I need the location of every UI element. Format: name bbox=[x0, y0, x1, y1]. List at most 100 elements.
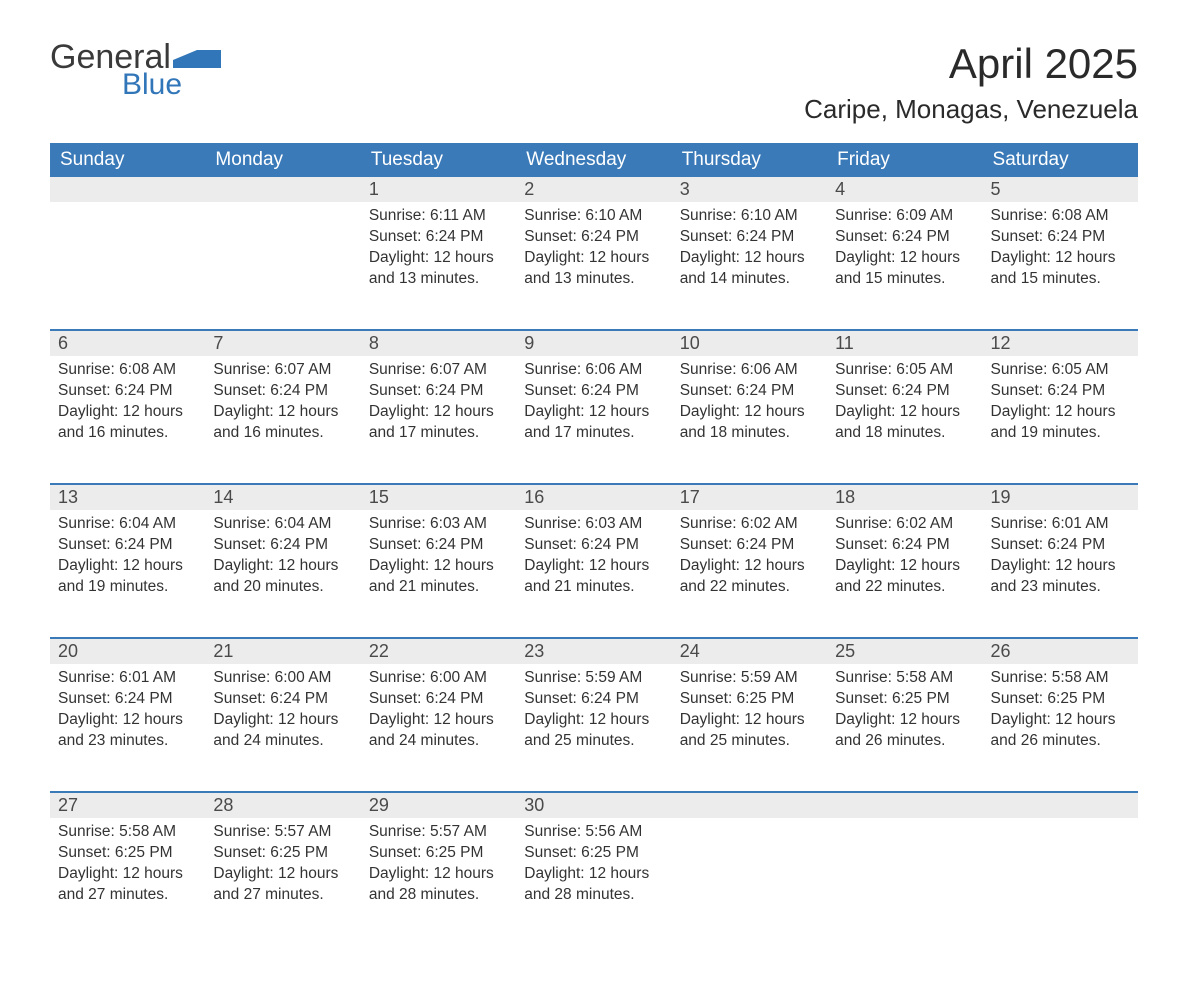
sunset-text: Sunset: 6:24 PM bbox=[58, 689, 197, 710]
sunrise-text: Sunrise: 6:00 AM bbox=[369, 668, 508, 689]
sunrise-text: Sunrise: 6:08 AM bbox=[991, 206, 1130, 227]
sunrise-text: Sunrise: 5:59 AM bbox=[524, 668, 663, 689]
daylight-text: Daylight: 12 hours and 26 minutes. bbox=[991, 710, 1130, 752]
daynum-row: 6789101112 bbox=[50, 330, 1138, 356]
daylight-text: Daylight: 12 hours and 24 minutes. bbox=[213, 710, 352, 752]
day-content-cell: Sunrise: 6:10 AMSunset: 6:24 PMDaylight:… bbox=[672, 202, 827, 330]
day-number-cell: 12 bbox=[983, 330, 1138, 356]
daylight-text: Daylight: 12 hours and 13 minutes. bbox=[524, 248, 663, 290]
day-number-cell bbox=[50, 177, 205, 202]
day-number-cell: 17 bbox=[672, 484, 827, 510]
day-number-cell bbox=[672, 792, 827, 818]
day-number-cell: 25 bbox=[827, 638, 982, 664]
day-content-cell: Sunrise: 6:03 AMSunset: 6:24 PMDaylight:… bbox=[516, 510, 671, 638]
day-number-cell: 8 bbox=[361, 330, 516, 356]
day-number-cell: 15 bbox=[361, 484, 516, 510]
sunrise-text: Sunrise: 6:09 AM bbox=[835, 206, 974, 227]
day-content-cell: Sunrise: 6:04 AMSunset: 6:24 PMDaylight:… bbox=[50, 510, 205, 638]
sunset-text: Sunset: 6:24 PM bbox=[58, 381, 197, 402]
daylight-text: Daylight: 12 hours and 22 minutes. bbox=[835, 556, 974, 598]
content-row: Sunrise: 6:08 AMSunset: 6:24 PMDaylight:… bbox=[50, 356, 1138, 484]
daylight-text: Daylight: 12 hours and 16 minutes. bbox=[213, 402, 352, 444]
sunset-text: Sunset: 6:24 PM bbox=[369, 535, 508, 556]
sunset-text: Sunset: 6:24 PM bbox=[835, 535, 974, 556]
day-number-cell: 23 bbox=[516, 638, 671, 664]
day-content-cell: Sunrise: 6:05 AMSunset: 6:24 PMDaylight:… bbox=[983, 356, 1138, 484]
day-number-cell: 14 bbox=[205, 484, 360, 510]
sunset-text: Sunset: 6:24 PM bbox=[835, 381, 974, 402]
daylight-text: Daylight: 12 hours and 16 minutes. bbox=[58, 402, 197, 444]
day-number-cell: 10 bbox=[672, 330, 827, 356]
weekday-header: Thursday bbox=[672, 143, 827, 177]
daylight-text: Daylight: 12 hours and 15 minutes. bbox=[991, 248, 1130, 290]
sunset-text: Sunset: 6:24 PM bbox=[680, 535, 819, 556]
sunrise-text: Sunrise: 6:03 AM bbox=[369, 514, 508, 535]
day-content-cell: Sunrise: 6:02 AMSunset: 6:24 PMDaylight:… bbox=[672, 510, 827, 638]
calendar-table: Sunday Monday Tuesday Wednesday Thursday… bbox=[50, 143, 1138, 946]
day-number-cell: 4 bbox=[827, 177, 982, 202]
daylight-text: Daylight: 12 hours and 19 minutes. bbox=[58, 556, 197, 598]
daylight-text: Daylight: 12 hours and 28 minutes. bbox=[524, 864, 663, 906]
daylight-text: Daylight: 12 hours and 18 minutes. bbox=[680, 402, 819, 444]
day-content-cell: Sunrise: 6:10 AMSunset: 6:24 PMDaylight:… bbox=[516, 202, 671, 330]
day-content-cell: Sunrise: 5:58 AMSunset: 6:25 PMDaylight:… bbox=[50, 818, 205, 946]
daylight-text: Daylight: 12 hours and 20 minutes. bbox=[213, 556, 352, 598]
sunrise-text: Sunrise: 6:06 AM bbox=[680, 360, 819, 381]
day-number-cell: 2 bbox=[516, 177, 671, 202]
day-number-cell: 1 bbox=[361, 177, 516, 202]
sunrise-text: Sunrise: 5:58 AM bbox=[991, 668, 1130, 689]
day-number-cell: 30 bbox=[516, 792, 671, 818]
day-content-cell: Sunrise: 6:11 AMSunset: 6:24 PMDaylight:… bbox=[361, 202, 516, 330]
weekday-header: Friday bbox=[827, 143, 982, 177]
weekday-header: Monday bbox=[205, 143, 360, 177]
sunset-text: Sunset: 6:25 PM bbox=[213, 843, 352, 864]
sunset-text: Sunset: 6:24 PM bbox=[213, 689, 352, 710]
sunrise-text: Sunrise: 5:57 AM bbox=[213, 822, 352, 843]
day-number-cell: 9 bbox=[516, 330, 671, 356]
day-content-cell: Sunrise: 5:57 AMSunset: 6:25 PMDaylight:… bbox=[205, 818, 360, 946]
sunrise-text: Sunrise: 5:57 AM bbox=[369, 822, 508, 843]
day-number-cell: 3 bbox=[672, 177, 827, 202]
sunrise-text: Sunrise: 6:00 AM bbox=[213, 668, 352, 689]
day-content-cell bbox=[50, 202, 205, 330]
daylight-text: Daylight: 12 hours and 21 minutes. bbox=[524, 556, 663, 598]
day-content-cell bbox=[672, 818, 827, 946]
day-content-cell: Sunrise: 5:59 AMSunset: 6:25 PMDaylight:… bbox=[672, 664, 827, 792]
sunrise-text: Sunrise: 5:58 AM bbox=[58, 822, 197, 843]
day-content-cell bbox=[205, 202, 360, 330]
day-content-cell: Sunrise: 5:57 AMSunset: 6:25 PMDaylight:… bbox=[361, 818, 516, 946]
sunrise-text: Sunrise: 6:04 AM bbox=[58, 514, 197, 535]
weekday-header: Wednesday bbox=[516, 143, 671, 177]
day-content-cell: Sunrise: 6:08 AMSunset: 6:24 PMDaylight:… bbox=[50, 356, 205, 484]
sunrise-text: Sunrise: 6:02 AM bbox=[680, 514, 819, 535]
sunset-text: Sunset: 6:24 PM bbox=[991, 227, 1130, 248]
day-number-cell: 22 bbox=[361, 638, 516, 664]
sunrise-text: Sunrise: 6:08 AM bbox=[58, 360, 197, 381]
month-title: April 2025 bbox=[804, 40, 1138, 88]
day-content-cell: Sunrise: 6:01 AMSunset: 6:24 PMDaylight:… bbox=[50, 664, 205, 792]
sunset-text: Sunset: 6:24 PM bbox=[58, 535, 197, 556]
daylight-text: Daylight: 12 hours and 17 minutes. bbox=[524, 402, 663, 444]
sunrise-text: Sunrise: 6:01 AM bbox=[58, 668, 197, 689]
day-content-cell: Sunrise: 6:01 AMSunset: 6:24 PMDaylight:… bbox=[983, 510, 1138, 638]
sunrise-text: Sunrise: 6:04 AM bbox=[213, 514, 352, 535]
sunset-text: Sunset: 6:25 PM bbox=[369, 843, 508, 864]
weekday-header: Tuesday bbox=[361, 143, 516, 177]
sunset-text: Sunset: 6:25 PM bbox=[835, 689, 974, 710]
day-number-cell bbox=[983, 792, 1138, 818]
daylight-text: Daylight: 12 hours and 28 minutes. bbox=[369, 864, 508, 906]
daylight-text: Daylight: 12 hours and 14 minutes. bbox=[680, 248, 819, 290]
content-row: Sunrise: 6:04 AMSunset: 6:24 PMDaylight:… bbox=[50, 510, 1138, 638]
sunrise-text: Sunrise: 6:10 AM bbox=[680, 206, 819, 227]
sunrise-text: Sunrise: 6:01 AM bbox=[991, 514, 1130, 535]
daylight-text: Daylight: 12 hours and 13 minutes. bbox=[369, 248, 508, 290]
day-number-cell: 21 bbox=[205, 638, 360, 664]
sunset-text: Sunset: 6:24 PM bbox=[369, 227, 508, 248]
day-content-cell: Sunrise: 6:02 AMSunset: 6:24 PMDaylight:… bbox=[827, 510, 982, 638]
sunrise-text: Sunrise: 6:11 AM bbox=[369, 206, 508, 227]
sunrise-text: Sunrise: 6:07 AM bbox=[369, 360, 508, 381]
day-content-cell bbox=[983, 818, 1138, 946]
daylight-text: Daylight: 12 hours and 15 minutes. bbox=[835, 248, 974, 290]
weekday-header: Saturday bbox=[983, 143, 1138, 177]
daylight-text: Daylight: 12 hours and 19 minutes. bbox=[991, 402, 1130, 444]
